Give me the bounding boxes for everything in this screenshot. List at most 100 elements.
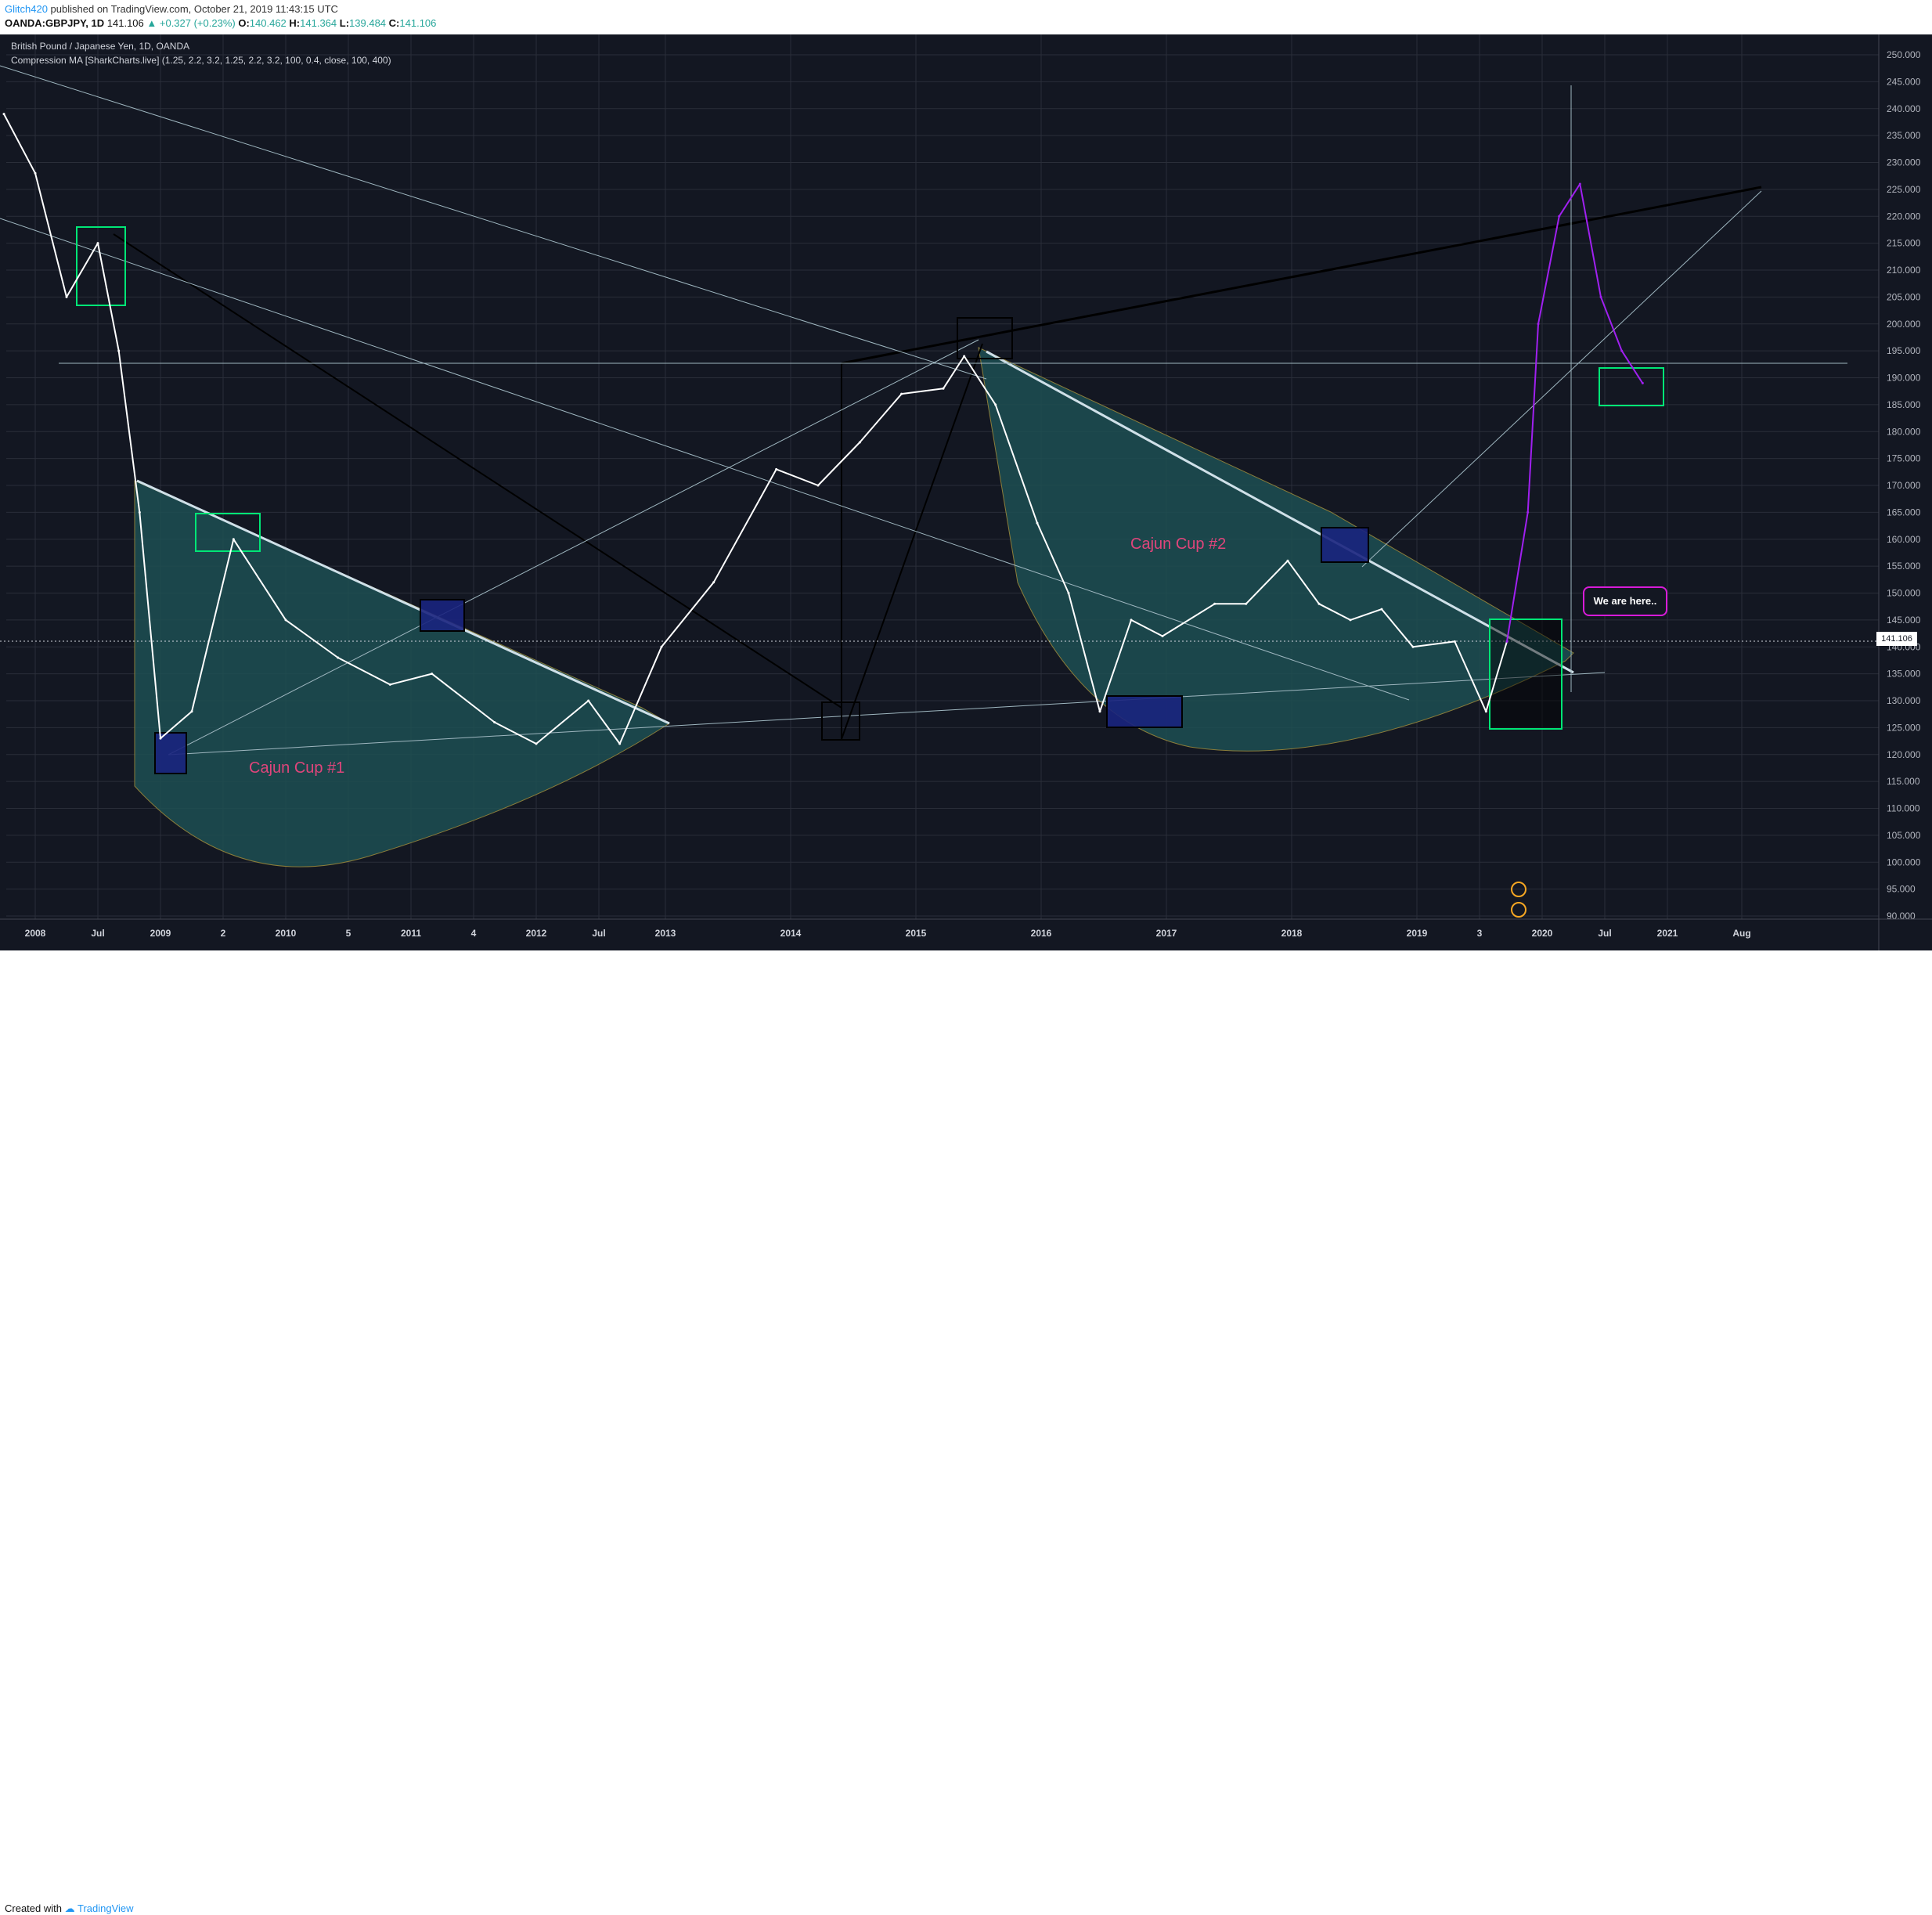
rising-line-black [841,343,983,740]
tradingview-link[interactable]: TradingView [77,1902,134,1914]
price-point [618,742,622,745]
projection-point [1599,295,1602,298]
x-tick-label: Jul [91,928,104,939]
x-tick-label: 2021 [1657,928,1678,939]
x-tick-label: 2015 [906,928,927,939]
price-point [1286,559,1289,562]
we-are-here-callout: We are here.. [1583,586,1667,616]
price-point [1098,710,1101,713]
price-point [587,699,590,702]
price-point [1161,635,1164,637]
y-tick-label: 125.000 [1887,722,1921,733]
blue-box-cup2-low [1106,695,1183,728]
y-tick-label: 180.000 [1887,426,1921,437]
rising-diagonal [168,339,979,756]
y-tick-label: 150.000 [1887,588,1921,599]
x-tick-label: 2020 [1532,928,1553,939]
y-tick-label: 155.000 [1887,561,1921,572]
projection-point [1558,215,1561,218]
y-tick-label: 245.000 [1887,76,1921,87]
price-point [1380,608,1383,611]
cup-2-label: Cajun Cup #2 [1130,536,1227,553]
low-label: L: [339,17,350,29]
y-tick-label: 105.000 [1887,830,1921,841]
price-point [96,242,99,245]
x-tick-label: 2013 [655,928,676,939]
projection-point [1537,323,1540,326]
y-tick-label: 165.000 [1887,507,1921,518]
open-value: 140.462 [249,17,287,29]
price-point [232,538,235,541]
y-tick-label: 200.000 [1887,319,1921,330]
price-chart[interactable]: 250.000 245.000 240.000 235.000 230.000 225.0… [0,34,1932,950]
support-line [168,672,1606,756]
price-point [942,387,945,390]
y-tick-label: 175.000 [1887,453,1921,464]
green-box-target [1599,367,1664,406]
green-box-now [1489,618,1563,730]
event-marker-icon [1511,902,1526,918]
green-box-2008 [76,226,126,306]
y-tick-label: 225.000 [1887,184,1921,195]
x-tick-label: 2012 [526,928,547,939]
price-point [493,721,496,723]
high-value: 141.364 [300,17,337,29]
cup-1-label: Cajun Cup #1 [249,759,345,777]
chart-title: British Pound / Japanese Yen, 1D, OANDA [11,41,190,52]
y-tick-label: 115.000 [1887,776,1920,787]
price-point [1245,602,1248,605]
y-tick-label: 235.000 [1887,130,1921,141]
y-tick-label: 190.000 [1887,373,1921,384]
blue-box-cup2-break [1321,527,1369,563]
price-point [337,656,340,659]
price-point [1067,592,1070,594]
y-tick-label: 130.000 [1887,695,1921,706]
blue-box-cup1-break [420,599,465,632]
y-tick-label: 230.000 [1887,157,1921,168]
price-point [1036,521,1039,525]
x-tick-label: 5 [346,928,351,939]
x-tick-label: 2 [221,928,226,939]
projection-point [1620,349,1624,352]
footer-bar: Created with ☁ TradingView [0,950,1932,1914]
y-tick-label: 135.000 [1887,669,1921,680]
indicator-legend: Compression MA [SharkCharts.live] (1.25,… [11,55,391,66]
cup-1-fill [134,480,670,867]
y-tick-label: 195.000 [1887,345,1921,356]
price-point [159,737,162,740]
y-tick-label: 110.000 [1887,803,1920,814]
downtrend-line-1 [136,479,670,725]
descending-line-black [113,233,842,709]
blue-box-cup1-low [154,732,187,774]
price-point [994,403,997,406]
price-point [117,349,121,352]
x-tick-label: 2011 [401,928,421,939]
resistance-line-black [841,186,1762,365]
author-link[interactable]: Glitch420 [5,3,48,15]
price-point [535,742,538,745]
y-tick-label: 240.000 [1887,103,1921,114]
price-point [858,441,861,444]
projection-diagonal [1361,190,1762,568]
y-tick-label: 220.000 [1887,211,1921,222]
price-point [190,710,193,713]
price-point [775,467,778,471]
y-tick-label: 160.000 [1887,534,1921,545]
long-diagonal-1 [0,218,1410,701]
x-tick-label: 2017 [1156,928,1177,939]
created-with: Created with ☁ TradingView [5,1902,134,1915]
close-label: C: [388,17,400,29]
long-diagonal-2 [0,65,987,380]
price-point [1130,618,1133,622]
price-point [660,645,663,648]
price-point [816,484,820,487]
y-tick-label: 120.000 [1887,749,1921,760]
price-point [1484,710,1487,713]
x-tick-label: Jul [592,928,605,939]
price-point [963,355,966,358]
price-point [2,113,5,116]
last-price-tag: 141.106 [1876,632,1917,646]
projection-point [1578,182,1581,186]
y-tick-label: 90.000 [1887,911,1916,921]
price-point [1213,602,1217,605]
